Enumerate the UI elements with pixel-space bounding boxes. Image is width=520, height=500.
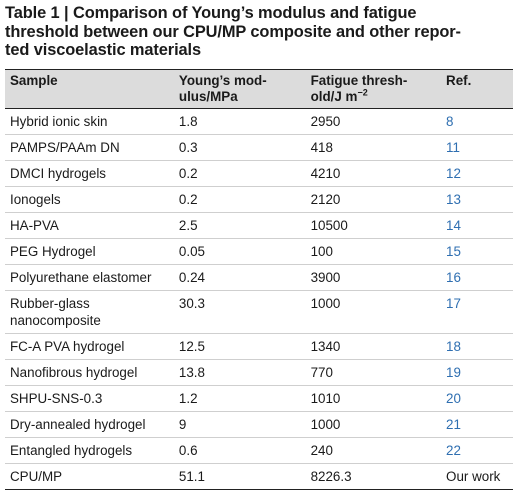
cell-fatigue: 418 (305, 134, 442, 161)
header-fatigue-line2: old/J m−2 (310, 87, 437, 105)
title-line: Table 1 | Comparison of Young’s modulus … (5, 4, 417, 22)
cell-modulus: 2.5 (173, 212, 306, 239)
cell-ref: Our work (441, 463, 513, 490)
cell-modulus: 0.6 (173, 437, 306, 464)
header-sample: Sample (5, 68, 174, 109)
cell-modulus: 9 (173, 411, 306, 438)
cell-modulus: 1.8 (173, 108, 306, 135)
cell-modulus: 30.3 (173, 290, 306, 334)
cell-fatigue: 1010 (305, 385, 442, 412)
cell-sample: DMCI hydrogels (5, 160, 174, 187)
cell-sample: Rubber-glass nanocomposite (5, 290, 174, 334)
cell-ref[interactable]: 8 (441, 108, 513, 135)
cell-fatigue: 3900 (305, 264, 442, 291)
cell-ref[interactable]: 13 (441, 186, 513, 213)
table-body: Hybrid ionic skin 1.8 2950 8 PAMPS/PAAm DN 0.… (5, 108, 513, 490)
cell-fatigue: 2950 (305, 108, 442, 135)
cell-ref[interactable]: 21 (441, 411, 513, 438)
cell-modulus: 12.5 (173, 333, 306, 360)
cell-modulus: 13.8 (173, 359, 306, 386)
cell-ref[interactable]: 14 (441, 212, 513, 239)
header-ref: Ref. (441, 68, 513, 109)
cell-ref[interactable]: 12 (441, 160, 513, 187)
cell-sample: Dry-annealed hydrogel (5, 411, 174, 438)
cell-fatigue: 770 (305, 359, 442, 386)
cell-ref[interactable]: 15 (441, 238, 513, 265)
table-row: CPU/MP 51.1 8226.3 Our work (5, 463, 513, 490)
cell-sample: Entangled hydrogels (5, 437, 174, 464)
cell-sample: HA-PVA (5, 212, 174, 239)
header-fatigue: Fatigue thresh- old/J m−2 (305, 68, 442, 109)
cell-fatigue: 240 (305, 437, 442, 464)
cell-sample: SHPU-SNS-0.3 (5, 385, 174, 412)
cell-modulus: 0.05 (173, 238, 306, 265)
cell-ref[interactable]: 18 (441, 333, 513, 360)
title-line: threshold between our CPU/MP composite a… (5, 22, 461, 41)
table-row: Entangled hydrogels 0.6 240 22 (5, 437, 513, 464)
cell-modulus: 0.2 (173, 186, 306, 213)
table-row: HA-PVA 2.5 10500 14 (5, 212, 513, 239)
table-title: Table 1 | Comparison of Young’s modulus … (5, 4, 513, 60)
cell-ref[interactable]: 20 (441, 385, 513, 412)
cell-fatigue: 8226.3 (305, 463, 442, 490)
cell-sample: Ionogels (5, 186, 174, 213)
cell-sample: PEG Hydrogel (5, 238, 174, 265)
table-row: Ionogels 0.2 2120 13 (5, 186, 513, 213)
header-fatigue-sup: −2 (357, 87, 368, 98)
cell-modulus: 0.3 (173, 134, 306, 161)
table-row: SHPU-SNS-0.3 1.2 1010 20 (5, 385, 513, 412)
cell-modulus: 51.1 (173, 463, 306, 490)
table-row: PEG Hydrogel 0.05 100 15 (5, 238, 513, 265)
cell-modulus: 1.2 (173, 385, 306, 412)
cell-ref[interactable]: 22 (441, 437, 513, 464)
cell-ref[interactable]: 11 (441, 134, 513, 161)
cell-sample: Polyurethane elastomer (5, 264, 174, 291)
cell-modulus: 0.2 (173, 160, 306, 187)
cell-sample: CPU/MP (5, 463, 174, 490)
header-modulus-line1: Young’s mod- (178, 72, 267, 88)
table-row: Polyurethane elastomer 0.24 3900 16 (5, 264, 513, 291)
header-fatigue-unit: old/J m (310, 88, 358, 104)
table-row: Hybrid ionic skin 1.8 2950 8 (5, 108, 513, 135)
header-modulus: Young’s mod- ulus/MPa (173, 68, 306, 109)
cell-ref[interactable]: 17 (441, 290, 513, 334)
table-row: PAMPS/PAAm DN 0.3 418 11 (5, 134, 513, 161)
cell-sample: FC-A PVA hydrogel (5, 333, 174, 360)
table-row: FC-A PVA hydrogel 12.5 1340 18 (5, 333, 513, 360)
comparison-table: Sample Young’s mod- ulus/MPa Fatigue thr… (5, 68, 513, 490)
table-figure: Table 1 | Comparison of Young’s modulus … (5, 4, 513, 490)
cell-fatigue: 4210 (305, 160, 442, 187)
table-row: DMCI hydrogels 0.2 4210 12 (5, 160, 513, 187)
cell-ref[interactable]: 16 (441, 264, 513, 291)
cell-fatigue: 1000 (305, 411, 442, 438)
cell-sample: Hybrid ionic skin (5, 108, 174, 135)
header-row: Sample Young’s mod- ulus/MPa Fatigue thr… (5, 68, 513, 109)
table-row: Nanofibrous hydrogel 13.8 770 19 (5, 359, 513, 386)
cell-fatigue: 10500 (305, 212, 442, 239)
header-fatigue-line1: Fatigue thresh- (310, 72, 408, 88)
table-row: Rubber-glass nanocomposite 30.3 1000 17 (5, 290, 513, 334)
cell-sample: PAMPS/PAAm DN (5, 134, 174, 161)
cell-modulus: 0.24 (173, 264, 306, 291)
title-line: ted viscoelastic materials (5, 41, 202, 59)
cell-ref[interactable]: 19 (441, 359, 513, 386)
cell-fatigue: 1340 (305, 333, 442, 360)
cell-sample: Nanofibrous hydrogel (5, 359, 174, 386)
cell-fatigue: 2120 (305, 186, 442, 213)
header-modulus-line2: ulus/MPa (178, 88, 238, 104)
table-row: Dry-annealed hydrogel 9 1000 21 (5, 411, 513, 438)
cell-fatigue: 1000 (305, 290, 442, 334)
cell-fatigue: 100 (305, 238, 442, 265)
